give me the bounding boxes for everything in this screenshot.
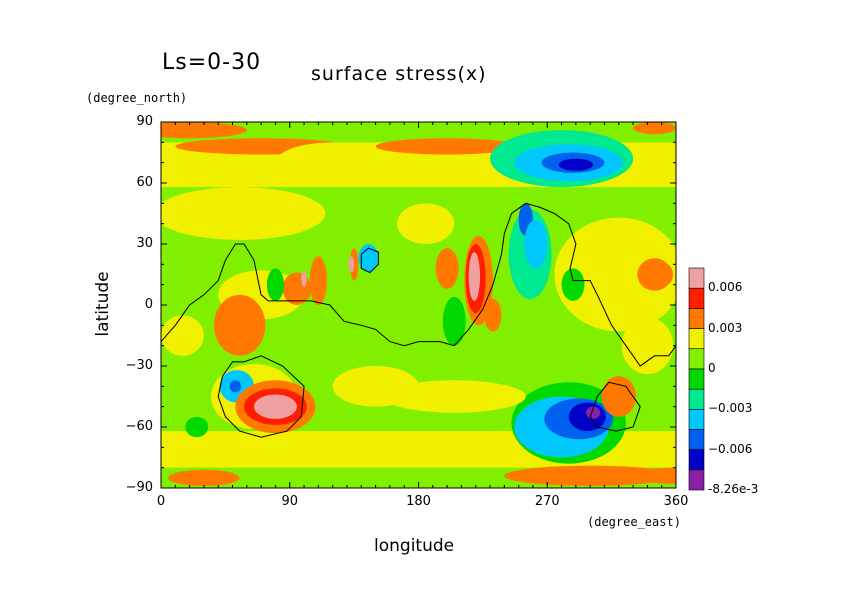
colorbar-label: 0.006 xyxy=(708,280,743,295)
colorbar-segment xyxy=(688,287,705,309)
colorbar-segment xyxy=(688,348,705,370)
field-patch-26 xyxy=(282,272,312,305)
colorbar-segment xyxy=(688,328,705,350)
field-patch-20 xyxy=(554,217,676,332)
contour-line-2 xyxy=(589,381,641,432)
field-patch-44 xyxy=(261,398,285,415)
colorbar-segment xyxy=(688,429,705,450)
field-patch-58 xyxy=(621,317,674,375)
coastline-contours xyxy=(161,202,676,438)
field-patch-30 xyxy=(561,268,585,301)
y-unit-label: (degree_north) xyxy=(86,91,188,105)
y-tick-label: −90 xyxy=(125,480,153,495)
field-patch-25 xyxy=(213,294,266,356)
field-patch-36 xyxy=(585,406,601,419)
field-patch-57 xyxy=(185,416,209,438)
field-patch-5 xyxy=(633,122,676,135)
y-tick-label: −30 xyxy=(125,358,153,373)
x-unit-label: (degree_east) xyxy=(587,515,681,529)
colorbar-label: −0.003 xyxy=(708,401,753,416)
field-patch-56 xyxy=(650,262,674,287)
field-patch-29 xyxy=(266,268,285,301)
field-patch-7 xyxy=(504,465,676,486)
colorbar-label: 0.003 xyxy=(708,320,743,335)
x-tick-label: 0 xyxy=(156,494,166,509)
x-tick-label: 90 xyxy=(281,494,299,509)
colorbar-segment xyxy=(688,308,705,329)
field-patch-52 xyxy=(524,219,548,269)
field-patch-24 xyxy=(309,256,327,305)
colorbar-label: -8.26e-3 xyxy=(708,482,759,496)
field-patch-19 xyxy=(397,203,455,245)
field-patch-9 xyxy=(168,469,240,486)
field-patch-15 xyxy=(558,158,594,171)
y-tick-label: −60 xyxy=(125,419,153,434)
colorbar-segment xyxy=(688,449,705,471)
field-patch-17 xyxy=(161,187,326,240)
colorbar-segment xyxy=(688,368,705,390)
x-axis-label: longitude xyxy=(374,536,455,556)
contour-line-1 xyxy=(217,355,305,438)
field-patch-11 xyxy=(375,138,519,155)
axis-ticks xyxy=(160,121,677,489)
heatmap-field xyxy=(161,122,676,488)
colorbar-segment xyxy=(688,469,705,491)
colorbar-segment xyxy=(688,408,705,430)
field-patch-53 xyxy=(349,248,359,281)
field-patch-21 xyxy=(161,315,204,356)
y-axis-label: latitude xyxy=(93,271,113,337)
field-patch-23 xyxy=(435,248,459,289)
chart-title: surface stress(x) xyxy=(311,63,487,85)
colorbar-label: 0 xyxy=(708,360,716,375)
field-patch-59 xyxy=(382,380,526,413)
x-tick-label: 360 xyxy=(663,494,689,509)
field-patch-55 xyxy=(348,256,355,273)
field-patch-40 xyxy=(229,380,242,393)
y-tick-label: 90 xyxy=(136,114,153,129)
colorbar-label: −0.006 xyxy=(708,441,753,456)
field-patch-54 xyxy=(301,270,307,287)
y-tick-label: 60 xyxy=(136,175,153,190)
field-patch-49 xyxy=(484,298,502,332)
contour-line-3 xyxy=(360,247,379,274)
field-patch-28 xyxy=(358,244,379,273)
ls-label: Ls=0-30 xyxy=(162,50,262,75)
y-tick-label: 30 xyxy=(136,236,153,251)
colorbar-segment xyxy=(688,388,705,410)
x-tick-label: 180 xyxy=(406,494,431,509)
field-patch-48 xyxy=(470,268,476,293)
field-patch-31 xyxy=(442,296,466,346)
field-patch-35 xyxy=(568,402,606,432)
x-tick-label: 270 xyxy=(534,494,560,509)
colorbar xyxy=(688,267,705,491)
y-tick-label: 0 xyxy=(144,297,153,312)
contour-line-0 xyxy=(161,202,676,367)
field-patch-37 xyxy=(601,376,636,417)
field-patch-16 xyxy=(275,142,390,184)
field-patch-8 xyxy=(633,467,676,484)
colorbar-segment xyxy=(688,267,705,289)
field-patch-6 xyxy=(161,122,247,139)
